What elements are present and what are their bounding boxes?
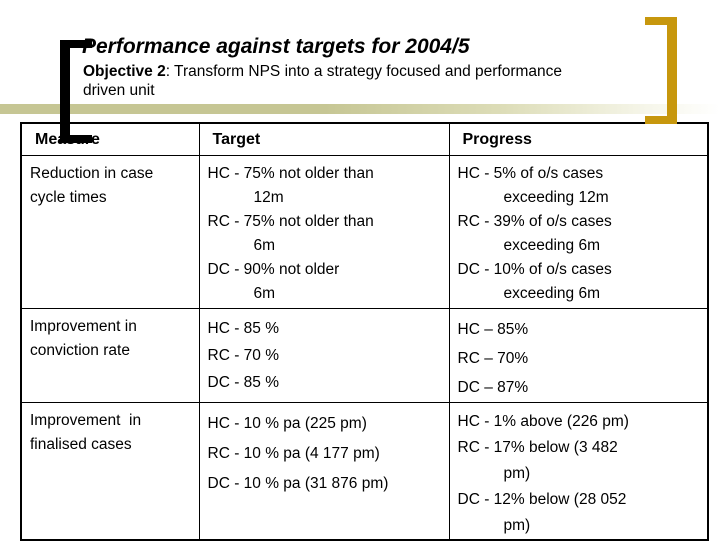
table-row-cycle-times: Reduction in case cycle times HC - 75% n… [20, 155, 709, 309]
cell-line: DC - 10 % pa (31 876 pm) [207, 475, 389, 492]
performance-table: Measure Target Progress Reduction in cas… [20, 122, 709, 541]
objective-text: : Transform NPS into a strategy focused … [165, 63, 563, 80]
cell-line: pm) [503, 517, 531, 534]
cell-line: HC - 5% of o/s cases [457, 165, 604, 182]
measure-cell: Reduction in case cycle times [20, 155, 200, 309]
target-cell: HC - 10 % pa (225 pm) RC - 10 % pa (4 17… [198, 402, 450, 541]
right-corner-bracket-decoration [645, 17, 677, 124]
column-header-progress: Progress [448, 122, 709, 156]
cell-line: DC - 85 % [207, 374, 280, 391]
cell-line: HC - 85 % [207, 320, 280, 337]
cell-line: HC - 75% not older than [207, 165, 374, 182]
subtitle-line-1: Objective 2: Transform NPS into a strate… [83, 62, 562, 81]
cell-line: Improvement in [30, 318, 137, 335]
progress-cell: HC - 1% above (226 pm) RC - 17% below (3… [448, 402, 709, 541]
measure-cell: Improvement in conviction rate [20, 308, 200, 403]
column-header-target: Target [198, 122, 450, 156]
cell-line: 6m [253, 237, 276, 254]
cell-line: RC - 39% of o/s cases [457, 213, 612, 230]
cell-line: RC - 75% not older than [207, 213, 374, 230]
column-header-measure: Measure [20, 122, 200, 156]
table-row-finalised-cases: Improvement in finalised cases HC - 10 %… [20, 402, 709, 541]
cell-line: 12m [253, 189, 284, 206]
cell-line: exceeding 6m [503, 285, 601, 302]
cell-line: DC - 90% not older [207, 261, 340, 278]
cell-line: DC - 12% below (28 052 [457, 491, 627, 508]
table-row-conviction-rate: Improvement in conviction rate HC - 85 %… [20, 308, 709, 403]
cell-line: pm) [503, 465, 531, 482]
cell-line: RC - 17% below (3 482 [457, 439, 618, 456]
progress-cell: HC – 85% RC – 70% DC – 87% [448, 308, 709, 403]
cell-line: 6m [253, 285, 276, 302]
cell-line: RC - 10 % pa (4 177 pm) [207, 445, 380, 462]
cell-line: exceeding 6m [503, 237, 601, 254]
table-header-row: Measure Target Progress [20, 122, 709, 156]
cell-line: cycle times [30, 189, 107, 206]
cell-line: conviction rate [30, 342, 130, 359]
left-corner-bracket-decoration [60, 40, 92, 143]
measure-cell: Improvement in finalised cases [20, 402, 200, 541]
cell-line: RC – 70% [457, 350, 529, 367]
cell-line: finalised cases [30, 436, 132, 453]
subtitle-line-2: driven unit [83, 82, 155, 99]
slide-subtitle: Objective 2: Transform NPS into a strate… [83, 62, 562, 100]
target-cell: HC - 75% not older than 12m RC - 75% not… [198, 155, 450, 309]
slide-title: Performance against targets for 2004/5 [82, 35, 470, 58]
cell-line: exceeding 12m [503, 189, 609, 206]
cell-line: HC - 1% above (226 pm) [457, 413, 629, 430]
cell-line: RC - 70 % [207, 347, 280, 364]
cell-line: HC - 10 % pa (225 pm) [207, 415, 367, 432]
progress-cell: HC - 5% of o/s cases exceeding 12m RC - … [448, 155, 709, 309]
cell-line: DC - 10% of o/s cases [457, 261, 612, 278]
cell-line: Reduction in case [30, 165, 154, 182]
target-cell: HC - 85 % RC - 70 % DC - 85 % [198, 308, 450, 403]
cell-line: DC – 87% [457, 379, 529, 396]
accent-band-divider [0, 104, 720, 114]
cell-line: HC – 85% [457, 321, 529, 338]
objective-label: Objective 2 [83, 63, 166, 80]
cell-line: Improvement in [30, 412, 142, 429]
